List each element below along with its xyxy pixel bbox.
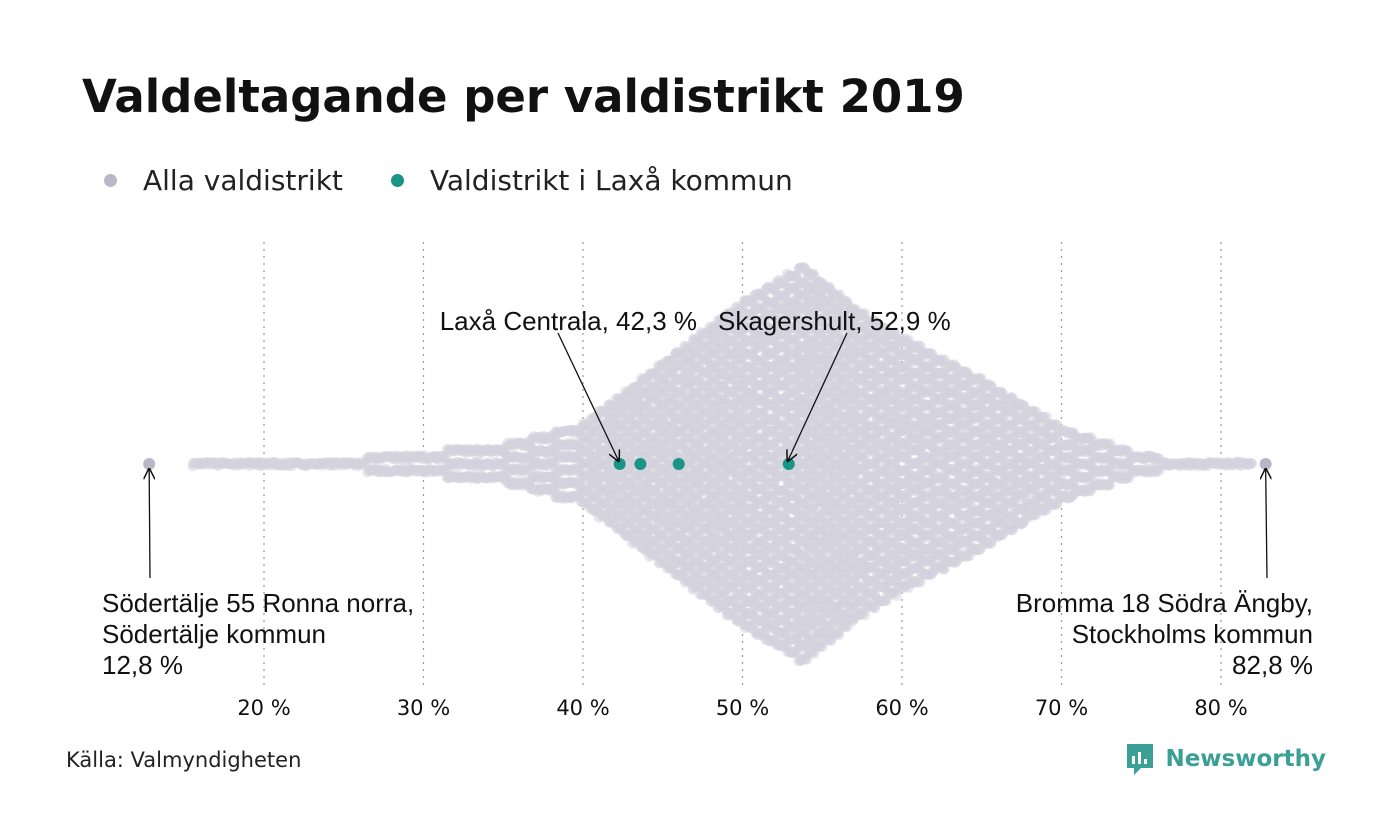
legend-label-all: Alla valdistrikt (143, 163, 343, 197)
chart-title: Valdeltagande per valdistrikt 2019 (82, 70, 965, 123)
legend: Alla valdistrikt Valdistrikt i Laxå komm… (104, 160, 841, 200)
legend-label-laxa: Valdistrikt i Laxå kommun (429, 163, 793, 197)
legend-dot-all (104, 173, 117, 187)
legend-item-laxa: Valdistrikt i Laxå kommun (390, 163, 793, 197)
legend-dot-laxa (390, 173, 404, 187)
legend-item-all: Alla valdistrikt (104, 164, 343, 197)
distribution-cloud (187, 261, 1258, 667)
